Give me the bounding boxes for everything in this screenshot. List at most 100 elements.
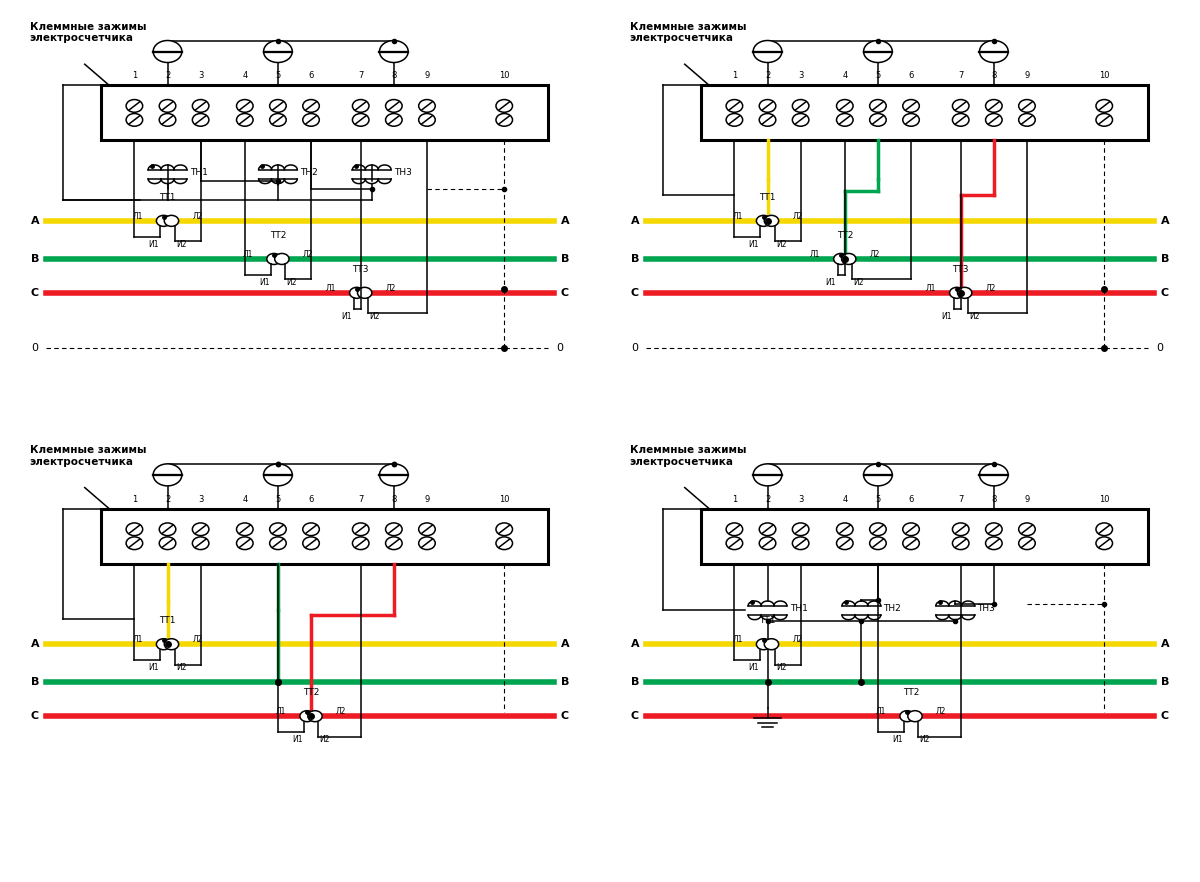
- Circle shape: [353, 523, 370, 535]
- Text: Л1: Л1: [732, 635, 743, 645]
- Text: A: A: [1160, 216, 1169, 226]
- Circle shape: [760, 537, 775, 549]
- Circle shape: [156, 215, 170, 227]
- Circle shape: [496, 100, 512, 112]
- Circle shape: [192, 100, 209, 112]
- Circle shape: [985, 523, 1002, 535]
- Circle shape: [126, 100, 143, 112]
- Text: Л1: Л1: [876, 707, 886, 716]
- Text: 10: 10: [1099, 495, 1110, 504]
- Text: ТТ2: ТТ2: [270, 231, 286, 240]
- Text: И2: И2: [853, 278, 864, 287]
- Text: 3: 3: [198, 71, 203, 80]
- Circle shape: [192, 537, 209, 549]
- Circle shape: [979, 41, 1008, 63]
- Circle shape: [836, 523, 853, 535]
- Circle shape: [985, 537, 1002, 549]
- Text: И1: И1: [149, 663, 158, 672]
- Text: A: A: [631, 216, 640, 226]
- Text: C: C: [1160, 711, 1169, 721]
- Circle shape: [870, 523, 886, 535]
- Text: Л1: Л1: [132, 635, 143, 645]
- Circle shape: [1096, 100, 1112, 112]
- Text: Л2: Л2: [792, 212, 803, 221]
- Circle shape: [160, 114, 176, 126]
- Circle shape: [726, 114, 743, 126]
- Circle shape: [236, 523, 253, 535]
- Circle shape: [1019, 114, 1036, 126]
- Bar: [701, 86, 1148, 140]
- Text: 1: 1: [132, 71, 137, 80]
- Text: 6: 6: [308, 71, 313, 80]
- Circle shape: [385, 100, 402, 112]
- Bar: [101, 86, 548, 140]
- Circle shape: [756, 215, 770, 227]
- Text: Л2: Л2: [936, 707, 947, 716]
- Circle shape: [834, 253, 848, 265]
- Text: C: C: [631, 711, 640, 721]
- Text: 9: 9: [425, 495, 430, 504]
- Circle shape: [236, 114, 253, 126]
- Text: И1: И1: [749, 663, 758, 672]
- Text: ТН2: ТН2: [883, 603, 901, 613]
- Circle shape: [496, 523, 512, 535]
- Circle shape: [1019, 523, 1036, 535]
- Text: 1: 1: [732, 495, 737, 504]
- Text: И2: И2: [776, 240, 786, 249]
- Circle shape: [953, 537, 970, 549]
- Circle shape: [953, 114, 970, 126]
- Text: Л1: Л1: [276, 707, 287, 716]
- Text: C: C: [31, 288, 40, 298]
- Text: ТН1: ТН1: [190, 168, 208, 176]
- Text: И2: И2: [287, 278, 296, 287]
- Text: 0: 0: [631, 343, 638, 353]
- Circle shape: [900, 711, 914, 721]
- Circle shape: [264, 41, 293, 63]
- Circle shape: [760, 100, 775, 112]
- Text: 6: 6: [308, 495, 313, 504]
- Text: 9: 9: [425, 71, 430, 80]
- Text: ТТ1: ТТ1: [760, 617, 775, 625]
- Circle shape: [792, 100, 809, 112]
- Circle shape: [870, 100, 886, 112]
- Text: A: A: [31, 639, 40, 649]
- Circle shape: [1096, 523, 1112, 535]
- Circle shape: [419, 114, 436, 126]
- Text: 7: 7: [358, 71, 364, 80]
- Circle shape: [349, 288, 364, 298]
- Circle shape: [379, 41, 408, 63]
- Text: C: C: [31, 711, 40, 721]
- Text: A: A: [631, 639, 640, 649]
- Text: Клеммные зажимы
электросчетчика: Клеммные зажимы электросчетчика: [630, 445, 746, 467]
- Circle shape: [760, 114, 775, 126]
- Circle shape: [958, 288, 972, 298]
- Text: ТН2: ТН2: [300, 168, 318, 176]
- Circle shape: [1019, 100, 1036, 112]
- Circle shape: [302, 537, 319, 549]
- Circle shape: [302, 100, 319, 112]
- Circle shape: [302, 114, 319, 126]
- Text: Л1: Л1: [242, 250, 253, 259]
- Circle shape: [236, 537, 253, 549]
- Circle shape: [270, 523, 287, 535]
- Circle shape: [864, 464, 893, 486]
- Bar: [101, 509, 548, 564]
- Circle shape: [764, 639, 779, 650]
- Circle shape: [164, 639, 179, 650]
- Circle shape: [236, 100, 253, 112]
- Circle shape: [264, 464, 293, 486]
- Circle shape: [760, 523, 775, 535]
- Text: 2: 2: [164, 495, 170, 504]
- Text: И2: И2: [776, 663, 786, 672]
- Circle shape: [164, 215, 179, 227]
- Circle shape: [1096, 114, 1112, 126]
- Text: 0: 0: [1156, 343, 1163, 353]
- Text: Клеммные зажимы
электросчетчика: Клеммные зажимы электросчетчика: [30, 22, 146, 43]
- Text: И1: И1: [749, 240, 758, 249]
- Circle shape: [496, 537, 512, 549]
- Circle shape: [160, 537, 176, 549]
- Circle shape: [192, 114, 209, 126]
- Text: B: B: [560, 677, 569, 687]
- Circle shape: [385, 523, 402, 535]
- Text: ТТ2: ТТ2: [302, 688, 319, 697]
